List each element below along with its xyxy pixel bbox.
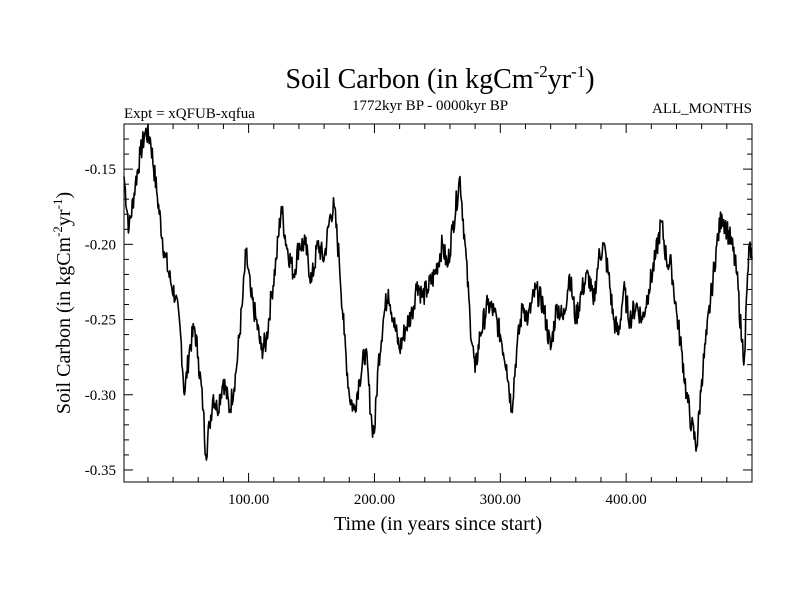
y-tick-label: -0.30 <box>85 388 116 404</box>
chart-title: Soil Carbon (in kgCm-2yr-1) <box>285 62 594 95</box>
y-tick-label: -0.20 <box>85 237 116 253</box>
y-tick-label: -0.25 <box>85 313 116 329</box>
months-label: ALL_MONTHS <box>652 101 752 117</box>
y-tick-label: -0.35 <box>85 463 116 479</box>
x-tick-label: 400.00 <box>606 492 647 508</box>
y-axis: -0.15 -0.20 -0.25 -0.30 -0.35 <box>85 123 752 479</box>
x-axis: 100.00 200.00 300.00 400.00 <box>147 124 728 508</box>
x-tick-label: 100.00 <box>228 492 269 508</box>
plot-frame <box>123 123 753 483</box>
y-axis-label: Soil Carbon (in kgCm-2yr-1) <box>50 192 75 414</box>
experiment-label: Expt = xQFUB-xqfua <box>124 106 255 122</box>
x-tick-label: 300.00 <box>480 492 521 508</box>
soil-carbon-series-line <box>123 123 753 461</box>
y-tick-label: -0.15 <box>85 162 116 178</box>
time-range-label: 1772kyr BP - 0000kyr BP <box>352 98 508 114</box>
x-axis-label: Time (in years since start) <box>334 513 542 535</box>
x-tick-label: 200.00 <box>354 492 395 508</box>
